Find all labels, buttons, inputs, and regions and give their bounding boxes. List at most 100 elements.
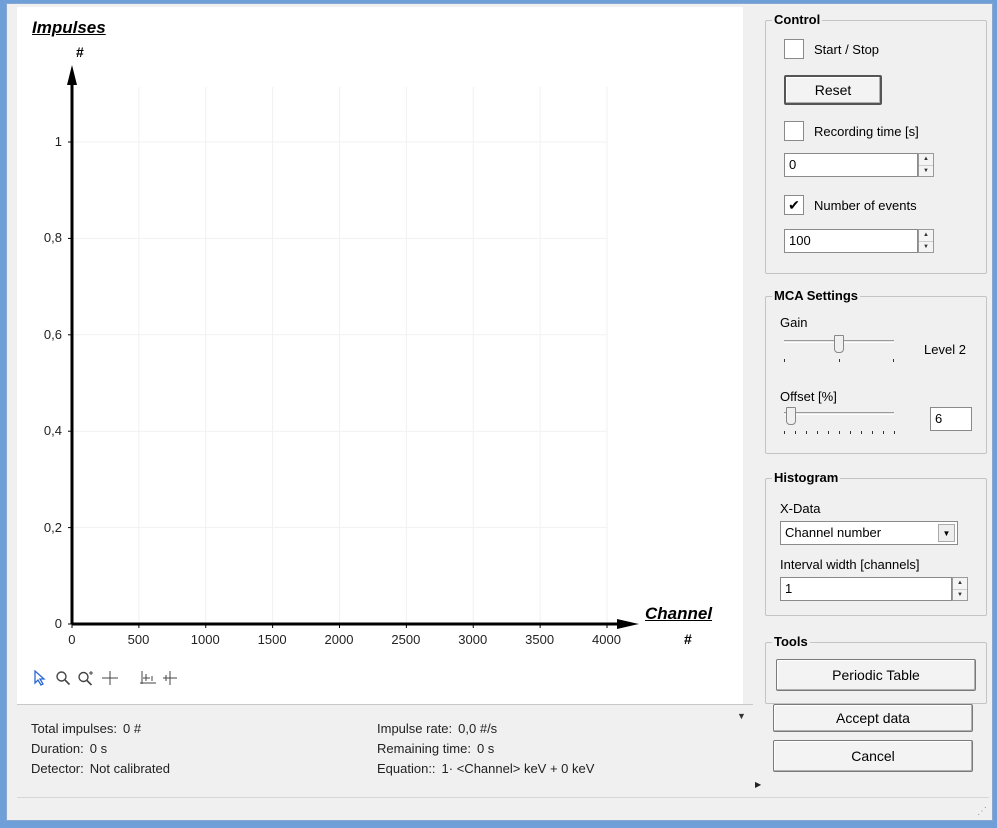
spin-down-icon[interactable]: ▼	[923, 167, 929, 174]
y-tick-label: 0,2	[43, 519, 62, 535]
reset-button[interactable]: Reset	[784, 75, 882, 105]
impulse-rate-row: Impulse rate: 0,0 #/s	[377, 721, 497, 736]
periodic-table-button[interactable]: Periodic Table	[776, 659, 976, 691]
x-tick-label: 4000	[592, 632, 621, 647]
x-data-select[interactable]: Channel number ▼	[780, 521, 958, 545]
remaining-time-row: Remaining time: 0 s	[377, 741, 494, 756]
status-bar: ⋰	[17, 797, 989, 819]
mca-settings-group: MCA Settings Gain Level 2 Offset [%] 6	[765, 288, 987, 454]
chart-svg	[67, 65, 639, 629]
offset-slider-thumb[interactable]	[785, 407, 796, 425]
equation-value: 1· <Channel> keV + 0 keV	[441, 761, 595, 776]
number-of-events-checkbox[interactable]: ✔	[784, 195, 804, 215]
gain-slider-ticks	[784, 359, 894, 363]
chart-area[interactable]: Impulses # Channel # 0 500 1000 1500 2000 250…	[17, 7, 743, 704]
spin-up-icon[interactable]: ▲	[919, 154, 933, 166]
zoom-plus-icon[interactable]	[77, 670, 97, 690]
offset-input[interactable]: 6	[930, 407, 972, 431]
interval-width-spinner[interactable]: ▲ ▼	[952, 577, 968, 601]
number-of-events-input[interactable]: 100	[784, 229, 918, 253]
start-stop-label: Start / Stop	[814, 42, 880, 57]
offset-slider[interactable]	[780, 407, 898, 437]
control-group: Control Start / Stop Reset Recording tim…	[765, 12, 987, 274]
mca-settings-title: MCA Settings	[772, 288, 861, 303]
grid-lines	[72, 87, 608, 624]
spin-up-icon[interactable]: ▲	[919, 230, 933, 242]
impulse-rate-label: Impulse rate:	[377, 721, 453, 736]
marker-icon[interactable]	[161, 670, 181, 690]
duration-value: 0 s	[89, 741, 108, 756]
x-tick-label: 500	[127, 632, 150, 647]
total-impulses-label: Total impulses:	[31, 721, 117, 736]
expand-arrow-icon[interactable]: ▶	[755, 780, 762, 789]
tools-group: Tools Periodic Table	[765, 634, 987, 704]
y-tick-label: 0,4	[43, 423, 62, 439]
status-panel: Total impulses: 0 # Duration: 0 s Detector…	[17, 704, 753, 794]
gain-slider[interactable]	[780, 335, 898, 365]
interval-width-input[interactable]: 1	[780, 577, 952, 601]
histogram-group: Histogram X-Data Channel number ▼ Interv…	[765, 470, 987, 616]
x-axis-arrow	[617, 619, 639, 629]
resize-grip-icon[interactable]: ⋰	[977, 806, 987, 817]
detector-value: Not calibrated	[89, 761, 170, 776]
offset-label: Offset [%]	[780, 389, 837, 404]
y-tick-label: 0,6	[43, 326, 62, 342]
x-tick-label: 3000	[458, 632, 488, 647]
y-tick-label: 0,8	[43, 230, 62, 246]
x-data-label: X-Data	[780, 501, 821, 516]
interval-width-label: Interval width [channels]	[780, 557, 920, 572]
recording-time-input[interactable]: 0	[784, 153, 918, 177]
x-tick-label: 1500	[257, 632, 287, 647]
gain-slider-thumb[interactable]	[834, 335, 844, 353]
x-tick-label: 2000	[324, 632, 354, 647]
recording-time-spinner[interactable]: ▲ ▼	[918, 153, 934, 177]
y-tick-label: 1	[54, 134, 62, 149]
impulse-rate-value: 0,0 #/s	[458, 721, 498, 736]
pointer-icon[interactable]	[33, 670, 53, 690]
start-stop-checkbox[interactable]	[784, 39, 804, 59]
equation-row: Equation:: 1· <Channel> keV + 0 keV	[377, 761, 594, 776]
remaining-time-value: 0 s	[476, 741, 495, 756]
dropdown-arrow-icon[interactable]: ▼	[938, 524, 955, 542]
x-axis-unit: #	[684, 631, 692, 647]
control-title: Control	[772, 12, 823, 27]
status-collapse-arrow-icon[interactable]: ▼	[737, 711, 746, 721]
duration-label: Duration:	[31, 741, 84, 756]
y-tick-label: 0	[54, 616, 62, 631]
x-tick-label: 1000	[190, 632, 220, 647]
accept-data-button[interactable]: Accept data	[773, 704, 973, 732]
axis-scale-icon[interactable]	[139, 670, 159, 690]
recording-time-checkbox[interactable]	[784, 121, 804, 141]
x-tick-label: 3500	[525, 632, 555, 647]
recording-time-label: Recording time [s]	[814, 124, 919, 139]
x-tick-label: 0	[68, 632, 76, 647]
duration-row: Duration: 0 s	[31, 741, 107, 756]
chart-title: Impulses	[32, 18, 106, 37]
axes	[67, 65, 639, 629]
spin-down-icon[interactable]: ▼	[957, 591, 963, 598]
x-tick-label: 2500	[391, 632, 421, 647]
number-of-events-spinner[interactable]: ▲ ▼	[918, 229, 934, 253]
y-axis-arrow	[67, 65, 77, 85]
equation-label: Equation::	[377, 761, 436, 776]
histogram-title: Histogram	[772, 470, 841, 485]
gain-label: Gain	[780, 315, 808, 330]
settings-panel: Control Start / Stop Reset Recording tim…	[745, 4, 993, 794]
offset-slider-track	[784, 412, 894, 415]
crosshair-icon[interactable]	[101, 670, 121, 690]
x-data-selected: Channel number	[785, 525, 882, 540]
tools-title: Tools	[772, 634, 810, 649]
spin-down-icon[interactable]: ▼	[923, 243, 929, 250]
offset-slider-ticks	[784, 431, 895, 435]
cancel-button[interactable]: Cancel	[773, 740, 973, 772]
total-impulses-row: Total impulses: 0 #	[31, 721, 141, 736]
number-of-events-label: Number of events	[814, 198, 917, 213]
x-axis-label: Channel	[645, 604, 713, 623]
total-impulses-value: 0 #	[122, 721, 142, 736]
detector-label: Detector:	[31, 761, 84, 776]
detector-row: Detector: Not calibrated	[31, 761, 170, 776]
remaining-time-label: Remaining time:	[377, 741, 471, 756]
y-axis-unit: #	[76, 44, 84, 60]
zoom-icon[interactable]	[55, 670, 75, 690]
spin-up-icon[interactable]: ▲	[953, 578, 967, 590]
